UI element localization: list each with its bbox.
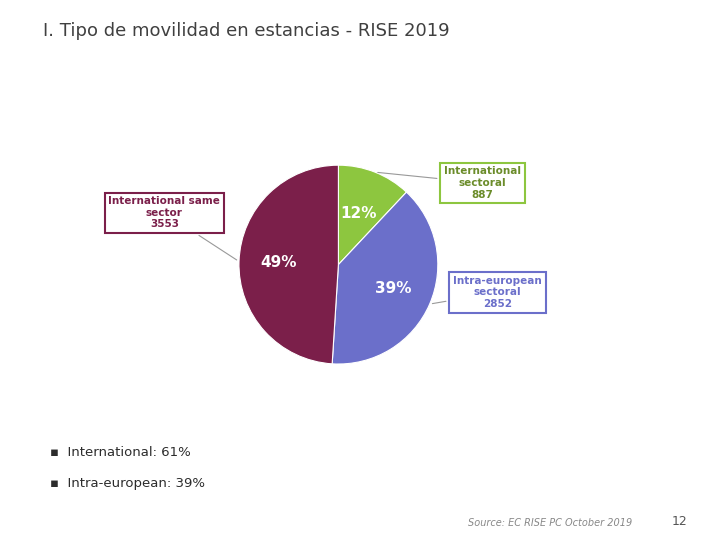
Text: Source: EC RISE PC October 2019: Source: EC RISE PC October 2019 [468,518,632,528]
Text: I. Tipo de movilidad en estancias - RISE 2019: I. Tipo de movilidad en estancias - RISE… [43,22,450,39]
Wedge shape [332,192,438,364]
Text: 12: 12 [672,515,688,528]
Text: 39%: 39% [375,281,411,296]
Text: 49%: 49% [261,255,297,270]
Wedge shape [338,165,407,265]
Text: International
sectoral
887: International sectoral 887 [378,166,521,200]
Text: ▪  Intra-european: 39%: ▪ Intra-european: 39% [50,477,205,490]
Text: Intra-european
sectoral
2852: Intra-european sectoral 2852 [433,276,542,309]
Text: International same
sector
3553: International same sector 3553 [109,197,237,260]
Text: 12%: 12% [341,206,377,221]
Text: ▪  International: 61%: ▪ International: 61% [50,446,191,458]
Wedge shape [239,165,338,364]
